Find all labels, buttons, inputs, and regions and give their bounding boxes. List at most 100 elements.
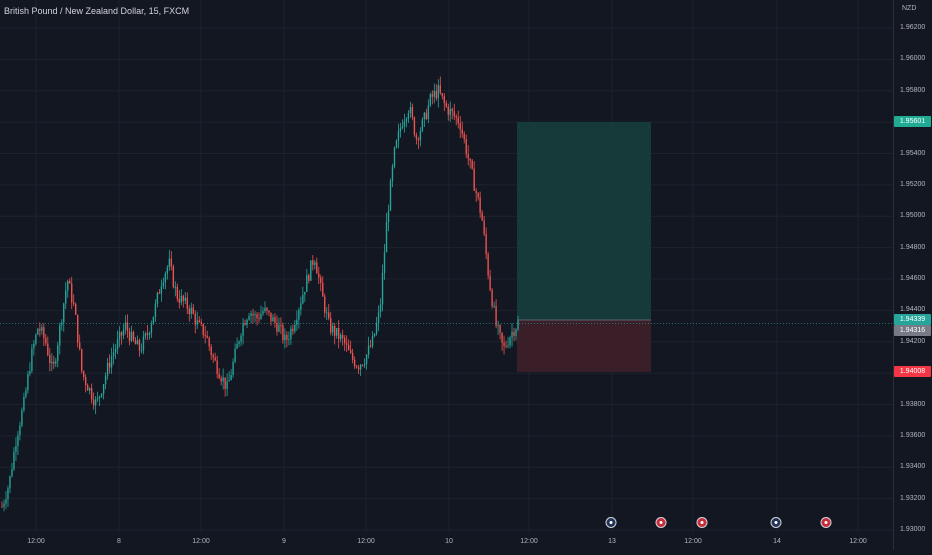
- nz-flag-icon[interactable]: [605, 517, 617, 528]
- candle-body: [487, 254, 489, 276]
- candle-body: [61, 322, 63, 326]
- price-axis-label: 1.96000: [900, 55, 926, 63]
- candle-body: [445, 103, 447, 107]
- candle-body: [25, 390, 27, 397]
- candle-body: [162, 282, 165, 287]
- candle-body: [168, 258, 171, 268]
- candle-body: [29, 371, 31, 375]
- candle-body: [5, 499, 7, 504]
- candle-body: [238, 341, 240, 344]
- candle-body: [27, 374, 29, 391]
- candle-body: [451, 108, 453, 112]
- candle-body: [429, 94, 432, 106]
- price-axis-label: 1.94400: [900, 306, 926, 314]
- candle-body: [363, 364, 366, 366]
- candle-body: [13, 451, 15, 470]
- candle-body: [144, 333, 147, 337]
- flag-emblem: [659, 521, 663, 524]
- candle-body: [306, 275, 308, 292]
- time-axis-label: 13: [608, 538, 616, 545]
- candle-body: [347, 344, 350, 351]
- candle-body: [489, 275, 491, 291]
- candle-body: [298, 309, 300, 320]
- candle-body: [337, 327, 340, 340]
- candle-body: [270, 312, 272, 322]
- candle-body: [178, 298, 181, 303]
- candle-body: [244, 322, 246, 325]
- entry-price-tag: 1.94339: [894, 314, 931, 326]
- candle-body: [130, 331, 133, 341]
- candle-body: [15, 446, 17, 452]
- candle-body: [433, 91, 436, 97]
- candle-body: [507, 345, 509, 347]
- candle-body: [49, 355, 51, 364]
- flag-emblem: [774, 521, 778, 524]
- candle-body: [268, 310, 270, 313]
- price-axis-label: 1.93000: [900, 526, 926, 533]
- candle-body: [196, 320, 198, 325]
- ch-flag-icon[interactable]: [696, 517, 708, 528]
- candle-body: [214, 357, 216, 361]
- candle-body: [43, 327, 45, 338]
- candle-body: [172, 266, 175, 288]
- candle-body: [116, 339, 119, 349]
- candle-body: [501, 332, 503, 343]
- candle-body: [69, 280, 71, 284]
- candle-body: [176, 286, 179, 299]
- candle-body: [499, 325, 501, 333]
- candle-body: [224, 377, 226, 389]
- candlestick-chart[interactable]: [0, 0, 893, 550]
- candle-body: [84, 377, 87, 385]
- candle-body: [415, 135, 418, 139]
- candle-body: [73, 302, 75, 304]
- candle-body: [294, 324, 296, 332]
- candle-body: [304, 291, 306, 295]
- candle-body: [210, 346, 212, 356]
- candle-body: [282, 325, 284, 341]
- candle-body: [264, 307, 266, 312]
- candle-body: [88, 388, 91, 391]
- currency-label: NZD: [902, 5, 917, 12]
- candle-body: [437, 85, 440, 99]
- ch-flag-icon[interactable]: [820, 517, 832, 528]
- target-price-tag: 1.95601: [894, 116, 931, 128]
- candle-body: [449, 108, 451, 115]
- candle-body: [407, 113, 410, 119]
- candle-body: [419, 130, 422, 141]
- candle-body: [375, 322, 378, 334]
- candle-body: [37, 328, 39, 335]
- candle-body: [475, 190, 477, 193]
- candle-body: [328, 312, 330, 319]
- candle-body: [495, 305, 497, 326]
- time-axis-label: 12:00: [520, 538, 538, 545]
- ch-flag-icon[interactable]: [655, 517, 667, 528]
- candle-body: [343, 337, 346, 344]
- time-axis-label: 12:00: [357, 538, 375, 545]
- candle-body: [272, 317, 274, 322]
- candle-body: [120, 332, 123, 336]
- candle-body: [236, 343, 238, 349]
- candle-body: [63, 303, 65, 323]
- candle-body: [232, 361, 234, 376]
- candle-body: [477, 192, 479, 198]
- candle-body: [190, 307, 192, 314]
- candle-body: [276, 322, 278, 332]
- candle-body: [423, 112, 426, 120]
- candle-body: [200, 322, 202, 324]
- price-axis[interactable]: NZD 1.962001.960001.958001.956001.954001…: [893, 0, 932, 550]
- price-axis-label: 1.94200: [900, 337, 926, 345]
- candle-body: [132, 331, 135, 340]
- chart-title: British Pound / New Zealand Dollar, 15, …: [4, 6, 190, 16]
- candle-body: [413, 117, 416, 136]
- price-axis-label: 1.93200: [900, 494, 926, 502]
- candle-body: [461, 129, 463, 134]
- flag-emblem: [609, 521, 613, 524]
- flag-emblem: [700, 521, 704, 524]
- candle-body: [511, 331, 513, 338]
- stop-price-tag: 1.94008: [894, 366, 931, 378]
- candle-body: [160, 286, 163, 294]
- time-axis-label: 9: [282, 538, 286, 545]
- candle-body: [198, 320, 200, 323]
- chart-canvas[interactable]: British Pound / New Zealand Dollar, 15, …: [0, 0, 893, 550]
- nz-flag-icon[interactable]: [770, 517, 782, 528]
